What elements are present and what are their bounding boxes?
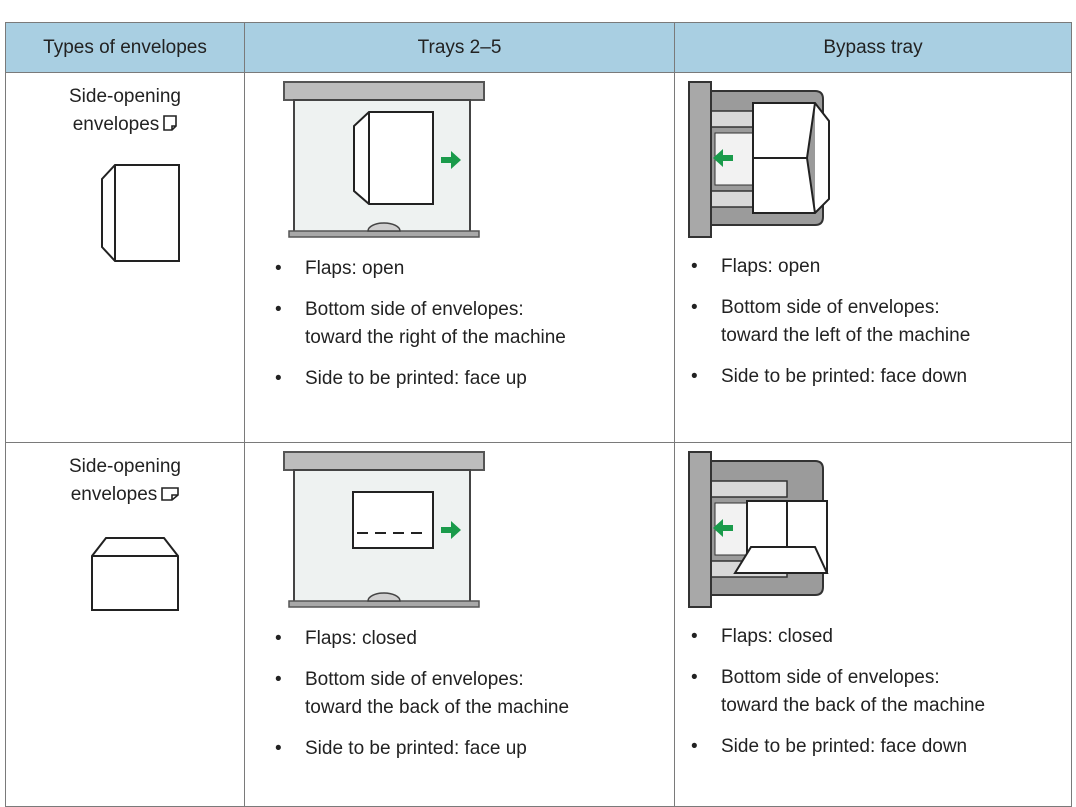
bullet-item: Side to be printed: face down: [689, 733, 1071, 761]
tray-illustration: [283, 451, 485, 608]
trays-cell: Flaps: closed Bottom side of envelopes: to…: [244, 442, 675, 807]
bypass-illustration: [688, 451, 829, 608]
bullet-item: Bottom side of envelopes: toward the left…: [689, 294, 1071, 350]
bypass-cell: Flaps: open Bottom side of envelopes: towa…: [674, 72, 1072, 443]
table-row: Side-opening envelopes Flaps: open Bottom …: [5, 72, 1072, 443]
bullet-item: Flaps: open: [689, 253, 1071, 281]
bullet-item: Bottom side of envelopes: toward the back…: [689, 664, 1071, 720]
bullet-list: Flaps: closed Bottom side of envelopes: to…: [675, 623, 1071, 761]
bullet-text: Bottom side of envelopes:: [305, 669, 524, 690]
header-row: Types of envelopes Trays 2–5 Bypass tray: [5, 22, 1072, 73]
table-row: Side-opening envelopes Flaps: closed Botto…: [5, 442, 1072, 807]
orientation-icon: [161, 487, 180, 501]
header-cell: Bypass tray: [674, 22, 1072, 73]
bullet-item: Bottom side of envelopes: toward the back…: [273, 666, 674, 722]
bullet-text: Bottom side of envelopes:: [305, 299, 524, 320]
bullet-text: Flaps: open: [305, 258, 405, 279]
bullet-text: Flaps: closed: [305, 628, 417, 649]
envelope-icon: [91, 537, 179, 611]
bullet-item: Side to be printed: face up: [273, 365, 674, 393]
bullet-item: Flaps: open: [273, 255, 674, 283]
type-label: Side-opening envelopes: [6, 73, 244, 139]
bullet-item: Flaps: closed: [273, 625, 674, 653]
bullet-item: Side to be printed: face down: [689, 363, 1071, 391]
type-cell: Side-opening envelopes: [5, 442, 245, 807]
bullet-item: Bottom side of envelopes: toward the righ…: [273, 296, 674, 352]
bullet-text: Flaps: open: [721, 256, 821, 277]
orientation-icon: [163, 115, 178, 131]
envelope-icon: [101, 164, 180, 262]
bullet-list: Flaps: open Bottom side of envelopes: towa…: [245, 255, 674, 393]
tray-illustration: [283, 81, 485, 238]
bullet-text: Side to be printed: face up: [305, 368, 527, 389]
bullet-list: Flaps: closed Bottom side of envelopes: to…: [245, 625, 674, 763]
type-line: Side-opening: [69, 86, 181, 107]
type-label: Side-opening envelopes: [6, 443, 244, 509]
type-line: envelopes: [6, 481, 244, 509]
bullet-text: Flaps: closed: [721, 626, 833, 647]
trays-cell: Flaps: open Bottom side of envelopes: towa…: [244, 72, 675, 443]
type-line: envelopes: [6, 111, 244, 139]
bullet-text: toward the back of the machine: [305, 697, 570, 718]
bullet-text: Side to be printed: face down: [721, 366, 968, 387]
bullet-text: Side to be printed: face down: [721, 736, 968, 757]
bullet-item: Flaps: closed: [689, 623, 1071, 651]
bullet-item: Side to be printed: face up: [273, 735, 674, 763]
bullet-text: toward the right of the machine: [305, 327, 566, 348]
table-body: Side-opening envelopes Flaps: open Bottom …: [5, 72, 1072, 807]
bullet-text: toward the back of the machine: [721, 695, 986, 716]
envelope-table: Types of envelopes Trays 2–5 Bypass tray…: [5, 22, 1072, 807]
type-line: Side-opening: [69, 456, 181, 477]
type-cell: Side-opening envelopes: [5, 72, 245, 443]
bypass-cell: Flaps: closed Bottom side of envelopes: to…: [674, 442, 1072, 807]
bullet-text: Side to be printed: face up: [305, 738, 527, 759]
bullet-list: Flaps: open Bottom side of envelopes: towa…: [675, 253, 1071, 391]
bypass-illustration: [688, 81, 830, 238]
header-cell: Types of envelopes: [5, 22, 245, 73]
bullet-text: Bottom side of envelopes:: [721, 297, 940, 318]
header-cell: Trays 2–5: [244, 22, 675, 73]
bullet-text: Bottom side of envelopes:: [721, 667, 940, 688]
bullet-text: toward the left of the machine: [721, 325, 971, 346]
